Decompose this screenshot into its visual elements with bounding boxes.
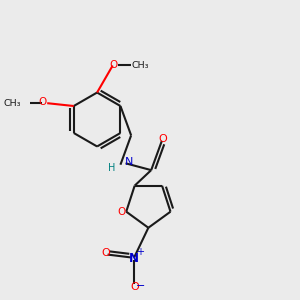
Text: CH₃: CH₃ bbox=[132, 61, 149, 70]
Text: N: N bbox=[129, 252, 139, 265]
Text: O: O bbox=[38, 97, 46, 107]
Text: −: − bbox=[136, 281, 145, 291]
Text: O: O bbox=[102, 248, 111, 258]
Text: O: O bbox=[130, 282, 139, 292]
Text: +: + bbox=[136, 247, 144, 257]
Text: O: O bbox=[158, 134, 167, 143]
Text: H: H bbox=[108, 163, 115, 172]
Text: N: N bbox=[125, 158, 133, 167]
Text: CH₃: CH₃ bbox=[3, 99, 21, 108]
Text: O: O bbox=[117, 207, 125, 217]
Text: O: O bbox=[109, 60, 117, 70]
